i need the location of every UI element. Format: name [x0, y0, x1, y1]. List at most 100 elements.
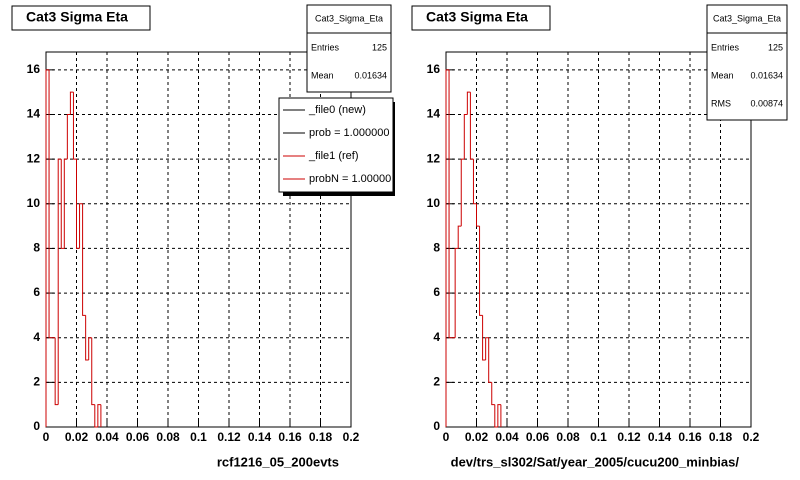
histogram-bin [66, 114, 71, 160]
y-tick-label: 10 [427, 196, 441, 210]
histogram-bin [72, 92, 77, 160]
stats-value: 0.01634 [750, 70, 783, 80]
title-box [11, 5, 151, 31]
x-axis-label: dev/trs_sl302/Sat/year_2005/cucu200_minb… [451, 454, 740, 469]
histogram-bin [479, 226, 483, 316]
histogram-bin [63, 158, 68, 249]
x-tick-label: 0.06 [526, 430, 550, 444]
stats-value: 0.01634 [354, 70, 387, 80]
histogram-bin [463, 114, 468, 160]
histogram-bin [469, 92, 474, 160]
x-tick-label: 0.18 [709, 430, 733, 444]
y-tick-label: 2 [433, 375, 440, 389]
x-tick-label: 0.1 [590, 430, 607, 444]
y-tick-label: 6 [433, 285, 440, 299]
histogram-bin [54, 337, 59, 406]
y-tick-label: 14 [427, 107, 441, 121]
histogram-bin [60, 159, 65, 249]
histogram-bin [466, 91, 471, 115]
y-tick-label: 4 [33, 330, 40, 344]
x-tick-label: 0.02 [65, 430, 89, 444]
histogram-bin [82, 203, 86, 316]
x-tick-label: 0.02 [465, 430, 489, 444]
x-tick-label: 0 [43, 430, 50, 444]
y-tick-label: 16 [27, 62, 41, 76]
y-tick-label: 12 [27, 151, 41, 165]
y-tick-label: 14 [27, 107, 41, 121]
chart-title: Cat3 Sigma Eta [26, 9, 128, 25]
y-tick-label: 6 [33, 285, 40, 299]
y-tick-label: 8 [33, 241, 40, 255]
histogram-bin [69, 91, 74, 115]
y-tick-label: 0 [433, 419, 440, 433]
stats-label: Mean [711, 70, 734, 80]
x-tick-label: 0.14 [648, 430, 672, 444]
x-tick-label: 0.16 [278, 430, 302, 444]
histogram-bin [497, 404, 501, 427]
x-tick-label: 0.04 [495, 430, 519, 444]
histogram-bin [57, 158, 62, 405]
histogram-bin [48, 69, 53, 339]
histogram-bin [79, 203, 83, 249]
x-tick-label: 0.04 [95, 430, 119, 444]
stats-label: Entries [311, 42, 340, 52]
x-tick-label: 0.12 [617, 430, 641, 444]
histogram-bin [488, 337, 492, 383]
y-tick-label: 16 [427, 62, 441, 76]
legend-label: _file1 (ref) [308, 150, 359, 162]
histogram-bin [460, 158, 465, 227]
histogram-bin [91, 337, 95, 406]
stats-label: RMS [711, 98, 731, 108]
histogram-bin [457, 225, 462, 249]
y-tick-label: 12 [427, 151, 441, 165]
histogram-bin [94, 404, 98, 428]
stats-title: Cat3_Sigma_Eta [315, 13, 383, 23]
stats-title: Cat3_Sigma_Eta [713, 13, 781, 23]
stats-label: Mean [311, 70, 334, 80]
histogram-bin [485, 337, 489, 361]
histogram-bin [476, 203, 480, 227]
title-box [411, 5, 551, 31]
y-tick-label: 2 [33, 375, 40, 389]
histogram-bin [97, 404, 101, 427]
legend: _file0 (new) prob = 1.000000 _file1 (ref) p… [283, 104, 397, 185]
legend-box [278, 97, 394, 193]
histogram-bin [448, 69, 453, 339]
chart-title: Cat3 Sigma Eta [426, 9, 528, 25]
legend-label: prob = 1.000000 [309, 127, 389, 139]
legend-label: _file0 (new) [308, 104, 366, 116]
stats-value: 0.00874 [750, 98, 783, 108]
x-tick-label: 0.1 [190, 430, 207, 444]
y-tick-label: 10 [27, 196, 41, 210]
histogram-bin [482, 315, 486, 361]
x-tick-label: 0.14 [248, 430, 272, 444]
x-tick-label: 0 [443, 430, 450, 444]
x-tick-label: 0.08 [156, 430, 180, 444]
legend-label: probN = 1.000000 [309, 173, 397, 185]
histogram-bin [472, 159, 477, 205]
histogram-bin [88, 337, 92, 361]
y-tick-label: 4 [433, 330, 440, 344]
x-tick-label: 0.08 [556, 430, 580, 444]
x-tick-label: 0.16 [678, 430, 702, 444]
histogram-bin [454, 247, 459, 338]
y-tick-label: 0 [33, 419, 40, 433]
histogram-bin [491, 382, 495, 406]
stats-box [706, 4, 788, 121]
x-tick-label: 0.06 [126, 430, 150, 444]
x-tick-label: 0.18 [309, 430, 333, 444]
x-tick-label: 0.12 [217, 430, 241, 444]
x-tick-label: 0.2 [743, 430, 760, 444]
stats-label: Entries [711, 42, 740, 52]
stats-value: 125 [768, 42, 783, 52]
histogram-bin [76, 159, 80, 249]
stats-box [306, 4, 392, 93]
histogram-bin [445, 69, 450, 427]
y-tick-label: 8 [433, 241, 440, 255]
histogram-bin [85, 315, 89, 361]
histogram-bin [494, 404, 498, 428]
histogram-bin [45, 69, 50, 427]
x-tick-label: 0.2 [343, 430, 360, 444]
x-axis-label: rcf1216_05_200evts [217, 454, 339, 469]
